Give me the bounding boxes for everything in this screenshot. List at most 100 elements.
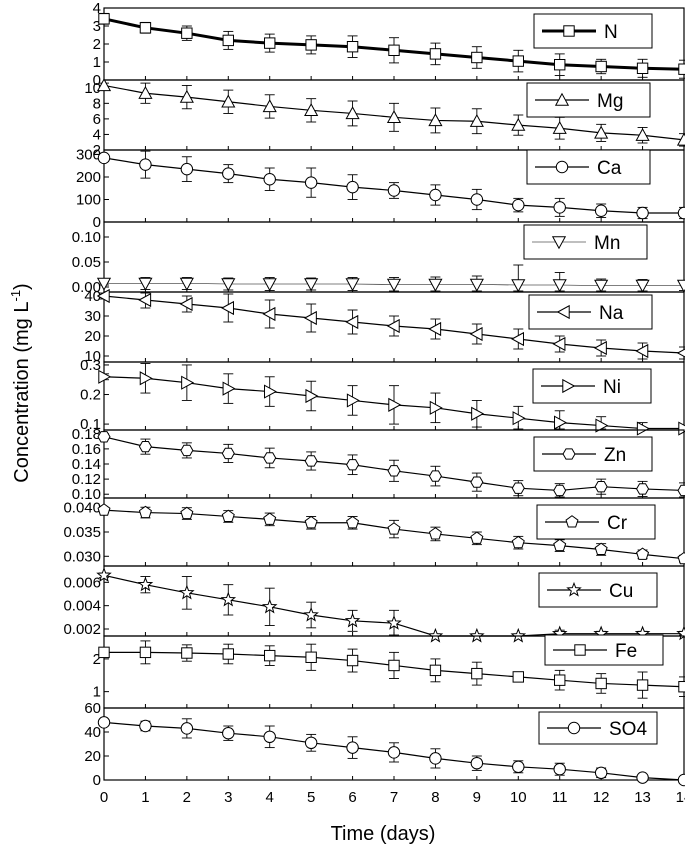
data-point-ca — [181, 163, 192, 174]
data-point-fe — [389, 660, 399, 670]
data-point-n — [472, 52, 482, 62]
legend-label: N — [604, 22, 618, 43]
data-point-ca — [637, 207, 648, 218]
data-point-cr — [388, 523, 400, 534]
data-point-fe — [472, 668, 482, 678]
data-point-zn — [347, 460, 359, 470]
data-point-fe — [596, 678, 606, 688]
legend-marker — [568, 722, 579, 733]
data-point-n — [389, 45, 399, 55]
x-tick-label: 8 — [431, 789, 439, 806]
data-point-mn — [512, 280, 524, 291]
data-point-zn — [222, 448, 234, 458]
data-point-mn — [636, 280, 648, 291]
y-tick-label: 6 — [93, 111, 101, 128]
data-point-cr — [595, 543, 607, 554]
data-point-ca — [595, 205, 606, 216]
x-tick-label: 7 — [390, 789, 398, 806]
data-point-fe — [182, 648, 192, 658]
legend-cu: Cu — [539, 573, 657, 607]
data-point-zn — [471, 477, 483, 487]
data-point-na — [305, 312, 316, 324]
y-tick-label: 20 — [84, 328, 101, 345]
data-point-cr — [471, 532, 483, 543]
x-tick-label: 10 — [510, 789, 527, 806]
data-point-na — [346, 316, 357, 328]
x-tick-label: 2 — [183, 789, 191, 806]
y-axis-title-suffix: ) — [11, 283, 33, 290]
x-axis: 01234567891011121314 — [100, 789, 685, 806]
data-point-fe — [513, 672, 523, 682]
data-point-so4 — [637, 772, 648, 783]
legend-zn: Zn — [534, 437, 652, 471]
data-point-zn — [512, 483, 524, 493]
y-tick-label: 0.18 — [72, 426, 101, 443]
data-point-ni — [306, 390, 317, 402]
data-point-zn — [139, 441, 151, 451]
data-point-na — [595, 342, 606, 354]
data-point-zn — [678, 485, 685, 495]
y-tick-label: 4 — [93, 126, 101, 143]
y-tick-label: 0.030 — [63, 548, 101, 565]
data-point-mn — [181, 278, 193, 289]
data-point-n — [637, 63, 647, 73]
y-tick-label: 0.16 — [72, 441, 101, 458]
data-point-fe — [99, 647, 109, 657]
data-point-n — [265, 38, 275, 48]
y-axis-title-main: Concentration (mg L — [11, 302, 33, 483]
x-tick-label: 14 — [676, 789, 685, 806]
data-point-n — [679, 64, 685, 74]
legend-ca: Ca — [527, 150, 650, 184]
data-point-n — [140, 23, 150, 33]
legend-cr: Cr — [537, 505, 655, 539]
data-point-so4 — [513, 761, 524, 772]
data-point-na — [553, 338, 564, 350]
data-point-ni — [223, 382, 234, 394]
data-point-n — [223, 35, 233, 45]
y-axis-title-superscript: -1 — [8, 290, 23, 302]
y-tick-label: 0.10 — [72, 229, 101, 246]
legend-label: Cu — [609, 581, 633, 602]
y-tick-label: 1 — [93, 54, 101, 71]
legend-label: Na — [599, 303, 624, 324]
data-point-n — [182, 28, 192, 38]
data-point-ni — [140, 372, 151, 384]
data-point-mn — [388, 279, 400, 290]
x-tick-label: 4 — [266, 789, 274, 806]
data-point-na — [222, 302, 233, 314]
data-point-mn — [429, 279, 441, 290]
legend-ni: Ni — [533, 369, 651, 403]
data-point-ni — [637, 422, 648, 434]
data-point-ca — [430, 189, 441, 200]
data-point-ca — [347, 181, 358, 192]
data-point-na — [181, 298, 192, 310]
data-point-fe — [306, 652, 316, 662]
data-point-n — [99, 14, 109, 24]
data-point-cr — [139, 506, 151, 517]
y-tick-label: 0.040 — [63, 500, 101, 517]
data-point-na — [263, 308, 274, 320]
data-point-na — [388, 320, 399, 332]
y-tick-label: 0.2 — [80, 387, 101, 404]
data-point-so4 — [554, 763, 565, 774]
data-point-so4 — [140, 720, 151, 731]
data-point-ni — [555, 416, 566, 428]
data-point-mn — [263, 279, 275, 290]
legend-label: Fe — [615, 641, 637, 662]
legend-label: Mn — [594, 233, 620, 254]
data-point-mn — [595, 280, 607, 291]
data-point-n — [555, 60, 565, 70]
data-point-zn — [181, 445, 193, 455]
legend-label: Zn — [604, 445, 626, 466]
legend-na: Na — [529, 295, 652, 329]
data-point-cr — [554, 539, 566, 550]
legend-marker — [556, 161, 567, 172]
data-point-so4 — [347, 742, 358, 753]
data-point-cr — [264, 513, 276, 524]
y-tick-label: 0.12 — [72, 471, 101, 488]
data-point-fe — [555, 675, 565, 685]
